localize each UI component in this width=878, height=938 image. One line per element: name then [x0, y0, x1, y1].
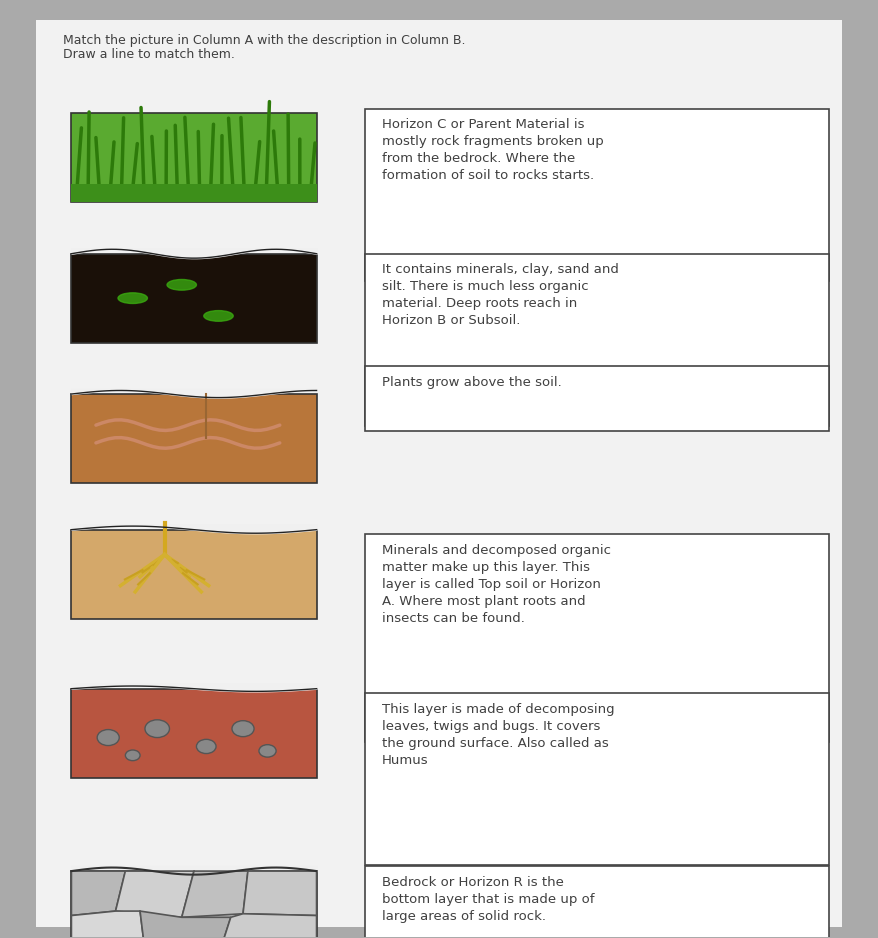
Text: Bedrock or Horizon R is the
bottom layer that is made up of
large areas of solid: Bedrock or Horizon R is the bottom layer…: [382, 876, 594, 923]
Bar: [71, 185, 316, 203]
Polygon shape: [116, 871, 194, 917]
Bar: [71, 530, 316, 618]
Polygon shape: [71, 871, 126, 915]
Ellipse shape: [204, 310, 234, 322]
Text: Match the picture in Column A with the description in Column B.: Match the picture in Column A with the d…: [62, 34, 465, 47]
Polygon shape: [71, 911, 145, 938]
Polygon shape: [219, 914, 316, 938]
Text: Draw a line to match them.: Draw a line to match them.: [62, 48, 234, 61]
FancyBboxPatch shape: [364, 693, 829, 866]
Text: It contains minerals, clay, sand and
silt. There is much less organic
material. : It contains minerals, clay, sand and sil…: [382, 264, 619, 327]
FancyBboxPatch shape: [364, 535, 829, 742]
Ellipse shape: [145, 719, 169, 737]
Ellipse shape: [197, 739, 216, 753]
Text: Plants grow above the soil.: Plants grow above the soil.: [382, 375, 562, 388]
Bar: [71, 394, 316, 483]
Polygon shape: [182, 871, 248, 917]
Polygon shape: [243, 871, 316, 915]
Ellipse shape: [118, 293, 148, 304]
Bar: [71, 871, 316, 938]
FancyBboxPatch shape: [364, 867, 829, 938]
Text: Horizon C or Parent Material is
mostly rock fragments broken up
from the bedrock: Horizon C or Parent Material is mostly r…: [382, 118, 604, 182]
Text: Minerals and decomposed organic
matter make up this layer. This
layer is called : Minerals and decomposed organic matter m…: [382, 544, 611, 625]
Ellipse shape: [259, 745, 276, 757]
Bar: [71, 113, 316, 203]
Bar: [71, 254, 316, 342]
FancyBboxPatch shape: [364, 254, 829, 426]
FancyBboxPatch shape: [36, 20, 842, 928]
Text: This layer is made of decomposing
leaves, twigs and bugs. It covers
the ground s: This layer is made of decomposing leaves…: [382, 703, 615, 766]
Ellipse shape: [167, 280, 197, 291]
FancyBboxPatch shape: [364, 366, 829, 431]
Bar: [71, 688, 316, 778]
FancyBboxPatch shape: [364, 109, 829, 281]
Polygon shape: [140, 911, 231, 938]
Ellipse shape: [97, 730, 119, 746]
Ellipse shape: [232, 720, 254, 736]
Ellipse shape: [126, 750, 140, 761]
